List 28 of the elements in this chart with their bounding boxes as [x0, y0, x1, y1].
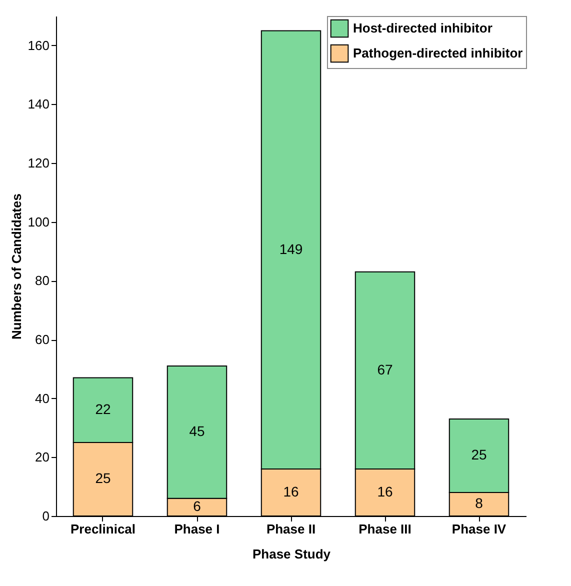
y-tick-label: 0 — [42, 508, 50, 524]
y-axis-title: Numbers of Candidates — [8, 194, 24, 340]
y-tick-label: 60 — [35, 332, 50, 348]
y-tick-label: 120 — [28, 156, 50, 171]
y-tick-label: 80 — [35, 273, 50, 288]
data-label: 25 — [95, 470, 111, 486]
data-label: 6 — [193, 498, 202, 514]
data-label: 16 — [283, 483, 299, 500]
x-tick-label: Preclinical — [70, 522, 136, 536]
y-tick-label: 20 — [35, 450, 50, 465]
y-tick-label: 40 — [35, 390, 50, 406]
data-label: 45 — [189, 423, 205, 440]
data-label: 16 — [377, 483, 393, 500]
data-label: 8 — [475, 495, 484, 512]
legend-label: Host-directed inhibitor — [353, 20, 492, 36]
data-label: 22 — [95, 401, 111, 418]
x-axis-title: Phase Study — [252, 546, 332, 562]
x-tick-label: Phase III — [358, 522, 412, 536]
y-tick-label: 140 — [28, 96, 50, 112]
data-label: 25 — [471, 446, 487, 463]
y-tick-label: 100 — [28, 214, 50, 230]
x-tick-label: Phase I — [174, 522, 220, 536]
x-tick-label: Phase II — [266, 522, 316, 536]
y-tick-label: 160 — [28, 38, 50, 53]
data-label: 67 — [377, 361, 393, 378]
x-tick-label: Phase IV — [452, 522, 506, 536]
legend-label: Pathogen-directed inhibitor — [353, 46, 523, 60]
data-label: 149 — [279, 240, 303, 257]
